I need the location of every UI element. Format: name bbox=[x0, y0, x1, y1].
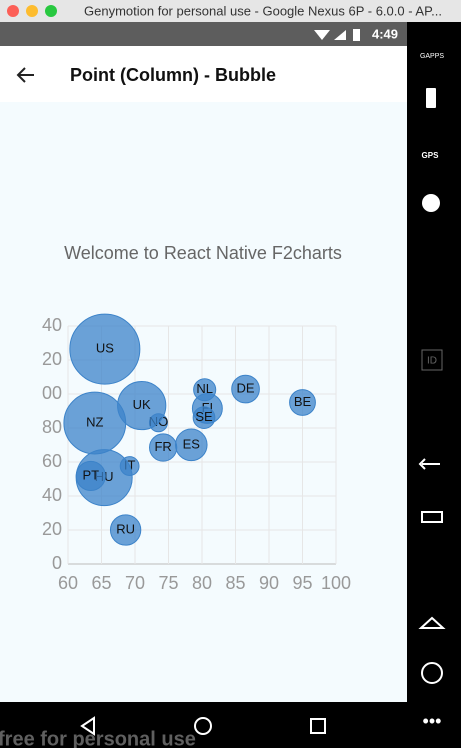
window-title: Genymotion for personal use - Google Nex… bbox=[84, 3, 442, 18]
nav-recents[interactable] bbox=[310, 718, 326, 734]
nav-back[interactable] bbox=[80, 716, 95, 736]
bubble-label: PT bbox=[82, 467, 99, 482]
status-bar bbox=[0, 22, 407, 46]
y-tick-label: 40 bbox=[42, 485, 62, 505]
zoom-button[interactable] bbox=[45, 5, 57, 17]
sidebar-label[interactable]: GPS bbox=[422, 151, 440, 160]
id-tool[interactable] bbox=[421, 349, 443, 371]
app-bar-title: Point (Column) - Bubble bbox=[70, 65, 276, 85]
x-tick-label: 80 bbox=[192, 573, 212, 593]
minimize-button[interactable] bbox=[26, 5, 38, 17]
y-tick-label: 80 bbox=[42, 417, 62, 437]
bubble bbox=[109, 514, 142, 546]
y-tick-label: 40 bbox=[42, 315, 62, 335]
bubble-label: NL bbox=[196, 381, 213, 396]
sidebar-label[interactable]: ID bbox=[427, 356, 437, 367]
window-titlebar bbox=[0, 0, 461, 22]
bubble-label: DE bbox=[237, 381, 255, 396]
x-tick-label: 85 bbox=[225, 573, 245, 593]
signal-icon bbox=[334, 30, 346, 40]
nav-bar bbox=[0, 702, 407, 748]
bubble bbox=[75, 460, 106, 491]
x-tick-label: 65 bbox=[91, 573, 111, 593]
x-tick-label: 95 bbox=[292, 573, 312, 593]
close-button[interactable] bbox=[7, 5, 19, 17]
bubble-label: FR bbox=[154, 439, 171, 454]
back-button[interactable] bbox=[16, 67, 34, 83]
y-tick-label: 00 bbox=[42, 383, 62, 403]
recents-tool[interactable] bbox=[421, 511, 443, 523]
bubble-label: SE bbox=[195, 409, 213, 424]
x-tick-label: 60 bbox=[58, 573, 78, 593]
bubble bbox=[289, 389, 316, 416]
bubble bbox=[193, 378, 217, 402]
y-tick-label: 20 bbox=[42, 519, 62, 539]
status-time: 4:49 bbox=[372, 26, 398, 41]
x-tick-label: 75 bbox=[158, 573, 178, 593]
home-tool[interactable] bbox=[418, 616, 446, 629]
battery-tool[interactable] bbox=[426, 88, 436, 108]
bubble bbox=[149, 433, 178, 462]
watermark: free for personal use bbox=[0, 728, 196, 748]
sidebar-label[interactable]: GAPPS bbox=[420, 53, 444, 60]
bubble-label: RU bbox=[116, 521, 135, 536]
bubble bbox=[231, 374, 260, 404]
bubble bbox=[192, 406, 216, 429]
bubble-label: ES bbox=[183, 436, 201, 451]
bubble-label: NZ bbox=[86, 415, 103, 430]
app-bar bbox=[0, 46, 407, 102]
y-tick-label: 0 bbox=[52, 553, 62, 573]
y-tick-label: 20 bbox=[42, 349, 62, 369]
bubble-label: US bbox=[96, 341, 114, 356]
camera-tool[interactable] bbox=[422, 194, 440, 212]
bubble-label: UK bbox=[133, 397, 151, 412]
nav-home[interactable] bbox=[194, 717, 212, 735]
sidebar bbox=[407, 22, 461, 748]
more-tool[interactable]: ••• bbox=[423, 711, 442, 731]
bubble bbox=[63, 391, 127, 455]
y-tick-label: 60 bbox=[42, 451, 62, 471]
wifi-icon bbox=[314, 30, 330, 40]
x-tick-label: 90 bbox=[259, 573, 279, 593]
bubble bbox=[69, 313, 141, 385]
x-tick-label: 100 bbox=[321, 573, 351, 593]
chart: 0204060800020406065707580859095100BEDEFI… bbox=[42, 313, 351, 593]
battery-icon bbox=[353, 29, 360, 41]
power-tool[interactable] bbox=[421, 662, 443, 684]
x-tick-label: 70 bbox=[125, 573, 145, 593]
back-tool[interactable] bbox=[418, 458, 440, 470]
chart-title: Welcome to React Native F2charts bbox=[64, 243, 342, 263]
bubble-label: BE bbox=[294, 394, 312, 409]
